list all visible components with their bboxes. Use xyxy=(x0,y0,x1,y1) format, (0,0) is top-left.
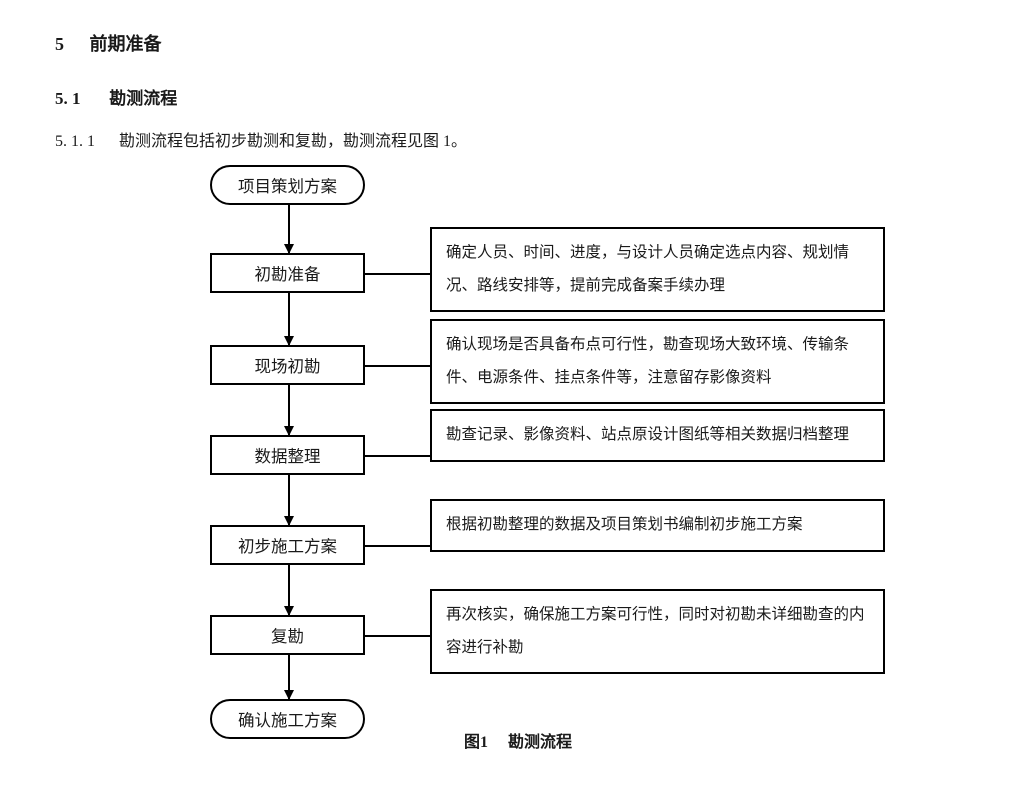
flow-node-initial: 现场初勘 xyxy=(210,345,365,385)
flowchart-survey-process: 项目策划方案初勘准备 确定人员、时间、进度，与设计人员确定选点内容、规划情况、路线… xyxy=(150,165,950,710)
flow-connector-3 xyxy=(365,545,430,547)
heading-5-title: 前期准备 xyxy=(90,34,162,54)
flow-node-start: 项目策划方案 xyxy=(210,165,365,205)
flow-node-plan: 初步施工方案 xyxy=(210,525,365,565)
flow-desc-prep: 确定人员、时间、进度，与设计人员确定选点内容、规划情况、路线安排等，提前完成备案… xyxy=(430,227,885,312)
flow-desc-plan: 根据初勘整理的数据及项目策划书编制初步施工方案 xyxy=(430,499,885,552)
figure-caption-number: 图1 xyxy=(464,734,488,751)
flow-connector-0 xyxy=(365,273,430,275)
flow-connector-4 xyxy=(365,635,430,637)
paragraph-5-1-1-text: 勘测流程包括初步勘测和复勘，勘测流程见图 1。 xyxy=(119,133,467,150)
heading-5-1-title: 勘测流程 xyxy=(109,89,177,108)
document-page: 5 前期准备 5. 1 勘测流程 5. 1. 1 勘测流程包括初步勘测和复勘，勘… xyxy=(0,0,1036,782)
flow-desc-initial: 确认现场是否具备布点可行性，勘查现场大致环境、传输条件、电源条件、挂点条件等，注… xyxy=(430,319,885,404)
flow-arrow-0 xyxy=(288,205,290,253)
flow-connector-2 xyxy=(365,455,430,457)
heading-5-number: 5 xyxy=(55,34,85,55)
flow-arrow-3 xyxy=(288,475,290,525)
flow-node-data: 数据整理 xyxy=(210,435,365,475)
flow-node-end: 确认施工方案 xyxy=(210,699,365,739)
paragraph-5-1-1: 5. 1. 1 勘测流程包括初步勘测和复勘，勘测流程见图 1。 xyxy=(55,127,981,151)
figure-caption-text: 勘测流程 xyxy=(508,734,572,751)
flow-arrow-4 xyxy=(288,565,290,615)
flow-node-prep: 初勘准备 xyxy=(210,253,365,293)
flow-desc-recheck: 再次核实，确保施工方案可行性，同时对初勘未详细勘查的内容进行补勘 xyxy=(430,589,885,674)
flow-connector-1 xyxy=(365,365,430,367)
heading-5-1: 5. 1 勘测流程 xyxy=(55,84,981,109)
flow-desc-data: 勘查记录、影像资料、站点原设计图纸等相关数据归档整理 xyxy=(430,409,885,462)
flow-node-recheck: 复勘 xyxy=(210,615,365,655)
flow-arrow-2 xyxy=(288,385,290,435)
flow-arrow-5 xyxy=(288,655,290,699)
paragraph-5-1-1-number: 5. 1. 1 xyxy=(55,133,115,151)
figure-caption: 图1 勘测流程 xyxy=(55,728,981,752)
heading-5: 5 前期准备 xyxy=(55,30,981,56)
heading-5-1-number: 5. 1 xyxy=(55,89,105,109)
flow-arrow-1 xyxy=(288,293,290,345)
